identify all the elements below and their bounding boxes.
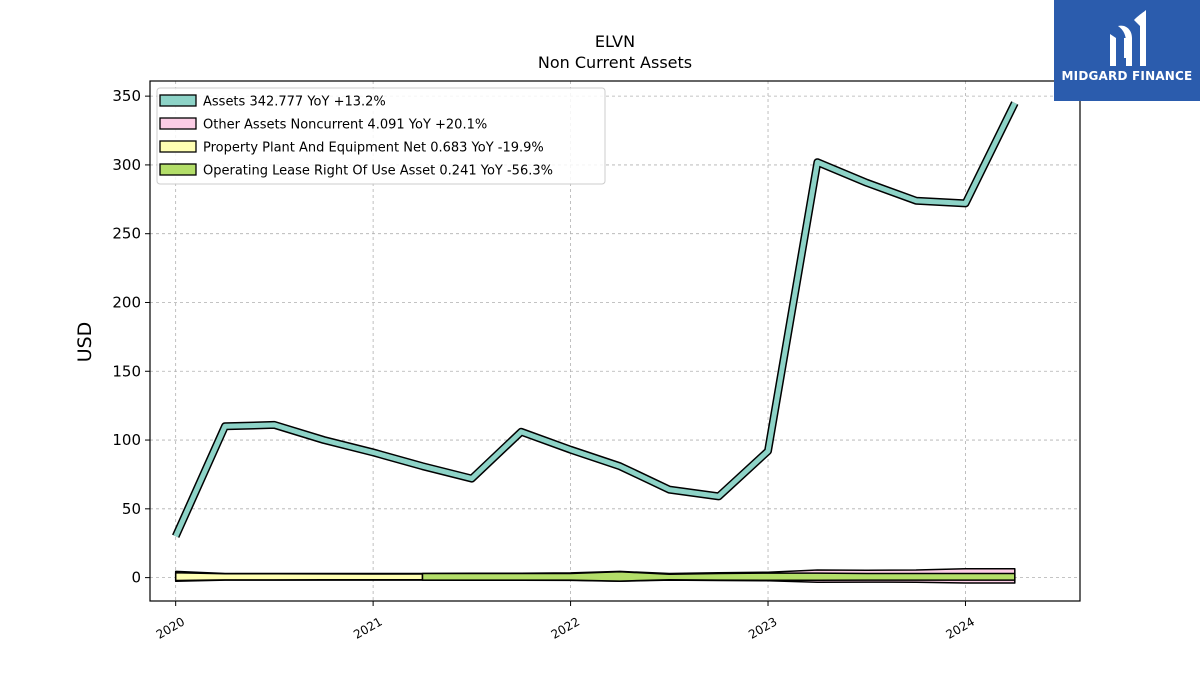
midgard-logo-icon xyxy=(1110,10,1146,66)
y-tick-label: 350 xyxy=(112,87,141,105)
series-line-assets xyxy=(173,101,1018,538)
legend-swatch xyxy=(159,140,197,153)
legend: Assets 342.777 YoY +13.2% Other Assets No… xyxy=(156,87,606,185)
x-tick-label: 2024 xyxy=(944,614,977,641)
chart-title: ELVN xyxy=(595,32,635,51)
x-tick-label: 2023 xyxy=(746,614,779,641)
series-areas xyxy=(174,567,1016,584)
plot-frame xyxy=(149,80,1081,602)
x-tick-label: 2020 xyxy=(154,614,187,641)
series-lines xyxy=(172,101,1019,538)
series-area-property-plant-and-equipment-net xyxy=(174,572,424,582)
y-tick-label: 0 xyxy=(131,569,141,587)
y-tick-label: 300 xyxy=(112,156,141,174)
legend-swatch xyxy=(159,117,197,130)
y-axis-label: USD xyxy=(74,322,96,363)
y-tick-label: 250 xyxy=(112,225,141,243)
legend-box xyxy=(156,87,606,185)
legend-swatch xyxy=(159,163,197,176)
legend-entry: Other Assets Noncurrent 4.091 YoY +20.1% xyxy=(203,118,487,133)
logo-text: MIDGARD FINANCE xyxy=(1061,69,1193,83)
legend-entry: Property Plant And Equipment Net 0.683 Y… xyxy=(203,141,544,156)
chart-subtitle: Non Current Assets xyxy=(538,53,692,72)
y-tick-label: 50 xyxy=(122,500,141,518)
legend-entry: Operating Lease Right Of Use Asset 0.241… xyxy=(203,164,553,179)
y-tick-label: 150 xyxy=(112,362,141,380)
legend-entry: Assets 342.777 YoY +13.2% xyxy=(203,95,386,110)
x-tick-label: 2022 xyxy=(549,614,582,641)
series-area-operating-lease-right-of-use-asset xyxy=(421,571,1016,582)
legend-swatch xyxy=(159,94,197,107)
brand-logo: MIDGARD FINANCE xyxy=(1054,0,1200,101)
x-axis: 2020 2021 2022 2023 2024 xyxy=(154,601,977,642)
y-tick-label: 100 xyxy=(112,431,141,449)
x-tick-label: 2021 xyxy=(351,614,384,641)
y-tick-label: 200 xyxy=(112,293,141,311)
y-axis: 0 50 100 150 200 250 300 350 xyxy=(112,87,150,587)
